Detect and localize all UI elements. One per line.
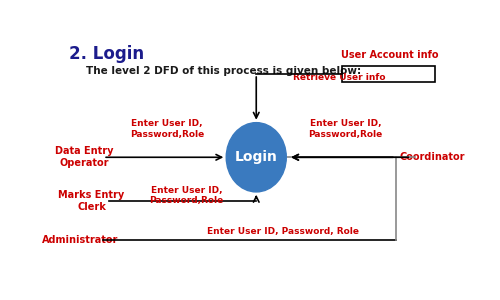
Text: Retrieve User info: Retrieve User info	[293, 73, 386, 82]
Text: Login: Login	[235, 150, 278, 164]
Text: Data Entry
Operator: Data Entry Operator	[54, 146, 113, 168]
Text: Enter User ID, Password, Role: Enter User ID, Password, Role	[208, 227, 360, 236]
Ellipse shape	[226, 123, 286, 192]
Text: Enter User ID,
Password,Role: Enter User ID, Password,Role	[130, 119, 204, 139]
Text: Enter User ID,
Password,Role: Enter User ID, Password,Role	[308, 119, 382, 139]
Text: Marks Entry
Clerk: Marks Entry Clerk	[58, 190, 124, 212]
Text: The level 2 DFD of this process is given below:: The level 2 DFD of this process is given…	[86, 66, 361, 76]
Text: 2. Login: 2. Login	[70, 45, 144, 63]
Text: User Account info: User Account info	[341, 50, 438, 60]
Text: Enter User ID,
Password,Role: Enter User ID, Password,Role	[150, 186, 224, 205]
Text: Coordinator: Coordinator	[400, 152, 466, 162]
Text: Administrator: Administrator	[42, 236, 118, 245]
